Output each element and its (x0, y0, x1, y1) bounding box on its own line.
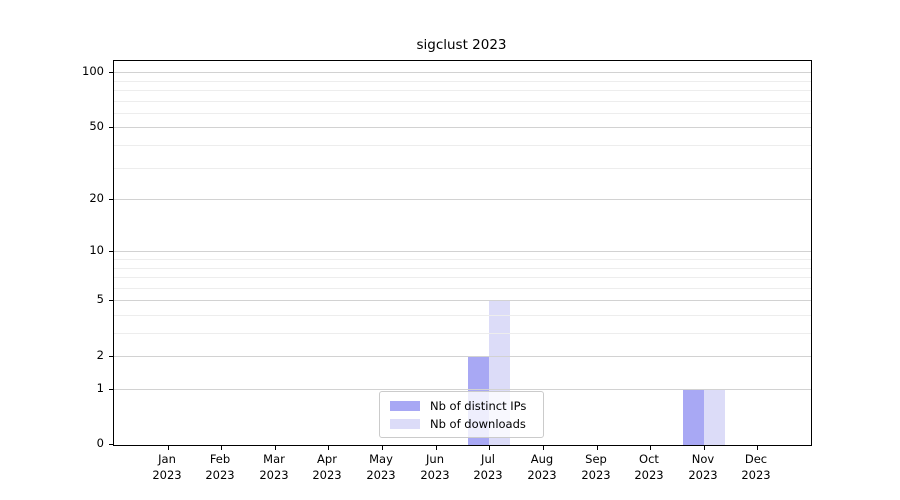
legend-entry-distinct-ips: Nb of distinct IPs (390, 399, 543, 413)
x-axis-tick-dec (757, 446, 758, 450)
x-axis-tick-aug (543, 446, 544, 450)
gridline-minor-6 (114, 288, 811, 289)
x-axis-label-sep: Sep 2023 (581, 452, 611, 482)
gridline-major-10 (114, 251, 811, 252)
legend: Nb of distinct IPs Nb of downloads (379, 391, 544, 438)
x-axis-tick-jul (489, 446, 490, 450)
y-axis-tick-10 (109, 251, 113, 252)
gridline-major-1 (114, 389, 811, 390)
x-axis-tick-jan (168, 446, 169, 450)
gridline-minor-40 (114, 145, 811, 146)
gridline-major-100 (114, 72, 811, 73)
chart-title: sigclust 2023 (416, 37, 507, 53)
x-axis-label-may: May 2023 (366, 452, 396, 482)
gridline-major-20 (114, 199, 811, 200)
y-axis-tick-0 (109, 444, 113, 445)
y-axis-tick-50 (109, 127, 113, 128)
y-axis-label-1: 1 (96, 381, 104, 395)
y-axis-tick-1 (109, 389, 113, 390)
y-axis-tick-20 (109, 199, 113, 200)
gridline-minor-3 (114, 333, 811, 334)
gridline-major-5 (114, 300, 811, 301)
y-axis-label-100: 100 (82, 64, 104, 78)
x-axis-tick-feb (221, 446, 222, 450)
bar-downloads-nov (704, 389, 725, 445)
x-axis-tick-mar (275, 446, 276, 450)
gridline-minor-30 (114, 168, 811, 169)
gridline-minor-70 (114, 101, 811, 102)
gridline-minor-7 (114, 277, 811, 278)
gridline-minor-80 (114, 90, 811, 91)
y-axis-tick-2 (109, 356, 113, 357)
x-axis-tick-may (382, 446, 383, 450)
y-axis-label-20: 20 (89, 191, 104, 205)
x-axis-tick-sep (597, 446, 598, 450)
x-axis-label-aug: Aug 2023 (527, 452, 557, 482)
x-axis-tick-nov (704, 446, 705, 450)
x-axis-label-jul: Jul 2023 (473, 452, 503, 482)
y-axis-label-50: 50 (89, 119, 104, 133)
gridline-major-2 (114, 356, 811, 357)
gridline-minor-90 (114, 81, 811, 82)
gridline-major-50 (114, 127, 811, 128)
bar-distinct-ips-nov (683, 389, 704, 445)
legend-swatch-downloads (390, 418, 420, 429)
x-axis-tick-jun (436, 446, 437, 450)
gridline-minor-8 (114, 268, 811, 269)
plot-area (109, 60, 812, 450)
x-axis-label-oct: Oct 2023 (634, 452, 664, 482)
gridline-minor-9 (114, 259, 811, 260)
legend-label-distinct-ips: Nb of distinct IPs (430, 398, 527, 413)
y-axis-label-10: 10 (89, 243, 104, 257)
y-axis-label-2: 2 (96, 348, 104, 362)
x-axis-label-dec: Dec 2023 (741, 452, 771, 482)
x-axis-label-nov: Nov 2023 (688, 452, 718, 482)
gridline-minor-60 (114, 113, 811, 114)
x-axis-tick-apr (328, 446, 329, 450)
x-axis-label-jun: Jun 2023 (420, 452, 450, 482)
y-axis-label-0: 0 (96, 436, 104, 450)
legend-swatch-distinct-ips (390, 400, 420, 411)
legend-label-downloads: Nb of downloads (430, 416, 526, 431)
x-axis-tick-oct (650, 446, 651, 450)
y-axis-tick-100 (109, 72, 113, 73)
legend-entry-downloads: Nb of downloads (390, 417, 543, 431)
x-axis-label-apr: Apr 2023 (312, 452, 342, 482)
y-axis-label-5: 5 (96, 292, 104, 306)
x-axis-label-feb: Feb 2023 (205, 452, 235, 482)
y-axis-tick-5 (109, 300, 113, 301)
gridline-minor-4 (114, 315, 811, 316)
x-axis-label-mar: Mar 2023 (259, 452, 289, 482)
x-axis-label-jan: Jan 2023 (152, 452, 182, 482)
